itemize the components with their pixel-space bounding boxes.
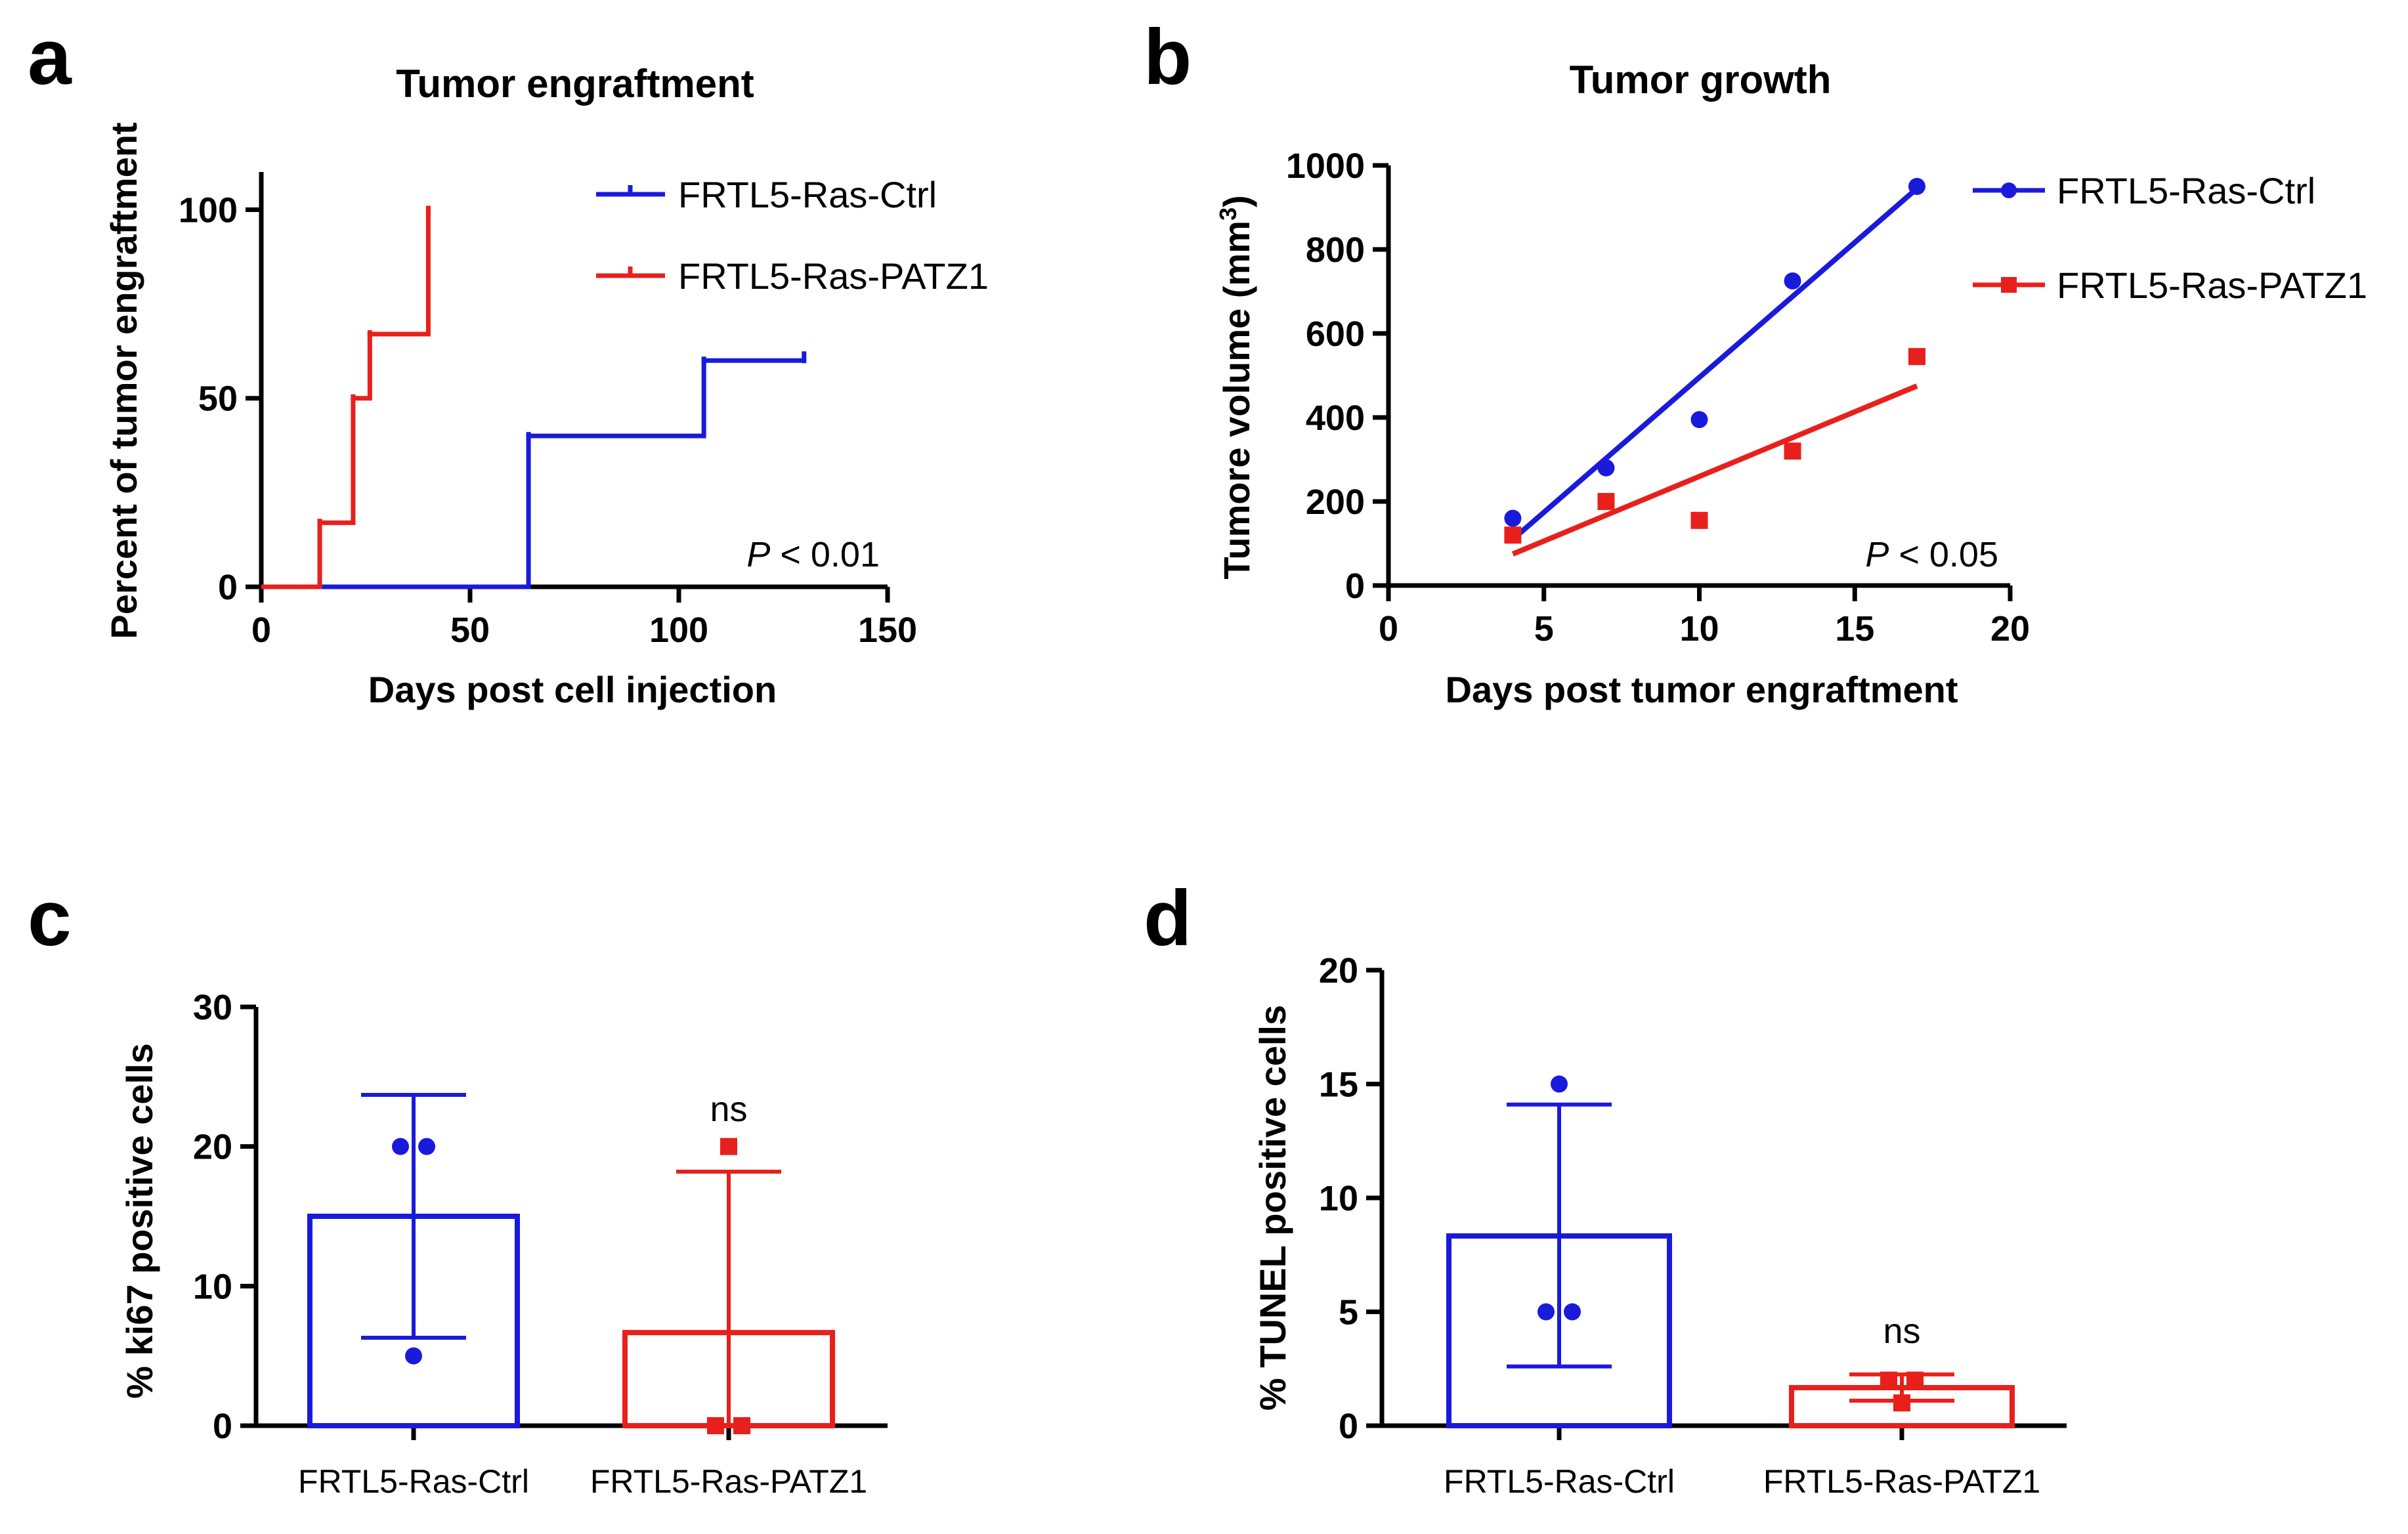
legend: FRTL5-Ras-Ctrl FRTL5-Ras-PATZ1	[1973, 170, 2367, 306]
panel-letter-d: d	[1144, 874, 1192, 962]
y-tick-label: 100	[179, 190, 238, 230]
data-point	[1597, 459, 1615, 477]
chart-title: Tumor engraftment	[396, 62, 754, 106]
chart-title: Tumor growth	[1570, 58, 1832, 102]
panel-a: a Tumor engraftment 0 50 100 150 0 50 100 Days…	[28, 13, 989, 710]
significance-label: ns	[710, 1090, 747, 1129]
data-point	[1537, 1303, 1555, 1321]
panel-letter-a: a	[28, 13, 72, 101]
x-tick-label: 10	[1679, 609, 1719, 649]
data-point	[707, 1417, 724, 1434]
y-tick-label: 5	[1339, 1293, 1358, 1332]
series-line-2	[261, 209, 431, 589]
y-tick-label: 200	[1306, 482, 1365, 522]
series-line-1	[261, 358, 804, 589]
x-tick-label: 15	[1835, 609, 1874, 649]
panel-c: c 0 10 20 30 FRTL5-Ras-Ctrl FRTL5-Ras-PATZ1 n…	[28, 874, 888, 1500]
y-tick-label: 10	[1319, 1179, 1358, 1218]
y-tick-label: 30	[193, 988, 232, 1027]
data-point	[1906, 1371, 1924, 1389]
series	[261, 205, 807, 589]
x-category-label: FRTL5-Ras-Ctrl	[1444, 1463, 1675, 1500]
x-tick-label: 5	[1534, 609, 1554, 649]
x-tick-label: 150	[858, 610, 917, 650]
y-tick-label: 0	[213, 1407, 232, 1446]
data-point	[1690, 411, 1708, 429]
x-tick-label: 20	[1990, 609, 2030, 649]
fit-line-2	[1511, 383, 1918, 557]
y-tick-label: 0	[1345, 566, 1365, 606]
data-point	[392, 1138, 409, 1155]
data-point	[418, 1138, 435, 1155]
panel-b: b Tumor growth 0 5 10 15 2002004006008001000…	[1144, 13, 2367, 710]
y-tick-label: 15	[1319, 1065, 1358, 1105]
data-point	[1690, 511, 1708, 529]
panel-letter-b: b	[1144, 13, 1192, 101]
x-category-label: FRTL5-Ras-Ctrl	[298, 1463, 529, 1500]
y-axis-label: % TUNEL positive cells	[1252, 1005, 1293, 1411]
significance-label: ns	[1883, 1311, 1920, 1351]
data-point	[1893, 1394, 1910, 1412]
data-point	[1908, 178, 1925, 195]
y-tick-label: 600	[1306, 314, 1365, 354]
x-tick-label: 100	[649, 610, 708, 650]
data-point	[1564, 1303, 1581, 1321]
legend-label-2: FRTL5-Ras-PATZ1	[2057, 265, 2367, 306]
y-tick-label: 0	[218, 568, 238, 607]
x-tick-label: 50	[450, 610, 490, 650]
y-axis-label: % ki67 positive cells	[119, 1043, 160, 1399]
y-tick-label: 20	[193, 1128, 232, 1167]
x-tick-label: 0	[251, 610, 271, 650]
legend-label-1: FRTL5-Ras-Ctrl	[2057, 170, 2315, 211]
axes	[1379, 970, 2067, 1428]
data-point	[1784, 442, 1801, 460]
legend-label-1: FRTL5-Ras-Ctrl	[678, 174, 937, 215]
bars: ns	[307, 1090, 835, 1434]
y-tick-label: 400	[1306, 398, 1365, 438]
data-point	[1597, 493, 1615, 510]
legend-label-2: FRTL5-Ras-PATZ1	[678, 255, 989, 297]
legend-marker	[2001, 182, 2017, 198]
panel-letter-c: c	[28, 874, 72, 962]
data-point	[1551, 1075, 1568, 1093]
x-category-label: FRTL5-Ras-PATZ1	[1763, 1463, 2040, 1500]
y-tick-label: 20	[1319, 951, 1358, 991]
x-tick-label: 0	[1379, 609, 1398, 649]
y-axis-label: Percent of tumor engraftment	[103, 122, 144, 639]
data-point	[1908, 348, 1925, 366]
ticks: 0 10 20 30 FRTL5-Ras-Ctrl FRTL5-Ras-PATZ1	[193, 988, 867, 1500]
y-tick-label: 1000	[1286, 146, 1365, 186]
bars: ns	[1446, 1075, 2015, 1429]
series	[1504, 178, 1925, 557]
p-value-annotation: P < 0.01	[746, 535, 880, 574]
data-point	[1880, 1371, 1897, 1389]
data-point	[1504, 509, 1522, 527]
x-category-label: FRTL5-Ras-PATZ1	[590, 1463, 867, 1500]
data-point	[405, 1347, 422, 1365]
fit-line-1	[1511, 186, 1919, 542]
x-axis-label: Days post tumor engraftment	[1446, 669, 1958, 710]
y-tick-label: 800	[1306, 230, 1365, 270]
ticks: 0 5 10 15 20 FRTL5-Ras-Ctrl FRTL5-Ras-PATZ1	[1319, 951, 2040, 1500]
p-value-annotation: P < 0.05	[1865, 535, 1998, 574]
y-tick-label: 0	[1339, 1407, 1358, 1446]
y-axis-label: Tumore volume (mm3)	[1215, 195, 1257, 579]
data-point	[733, 1417, 750, 1434]
y-tick-label: 10	[193, 1267, 232, 1306]
data-point	[1504, 526, 1522, 544]
legend-marker	[2001, 277, 2017, 293]
data-point	[720, 1138, 737, 1155]
x-axis-label: Days post cell injection	[368, 669, 777, 710]
ticks: 0 50 100 150 0 50 100	[179, 190, 917, 650]
data-point	[1784, 272, 1801, 289]
y-tick-label: 50	[198, 379, 238, 419]
legend: FRTL5-Ras-Ctrl FRTL5-Ras-PATZ1	[596, 174, 989, 297]
